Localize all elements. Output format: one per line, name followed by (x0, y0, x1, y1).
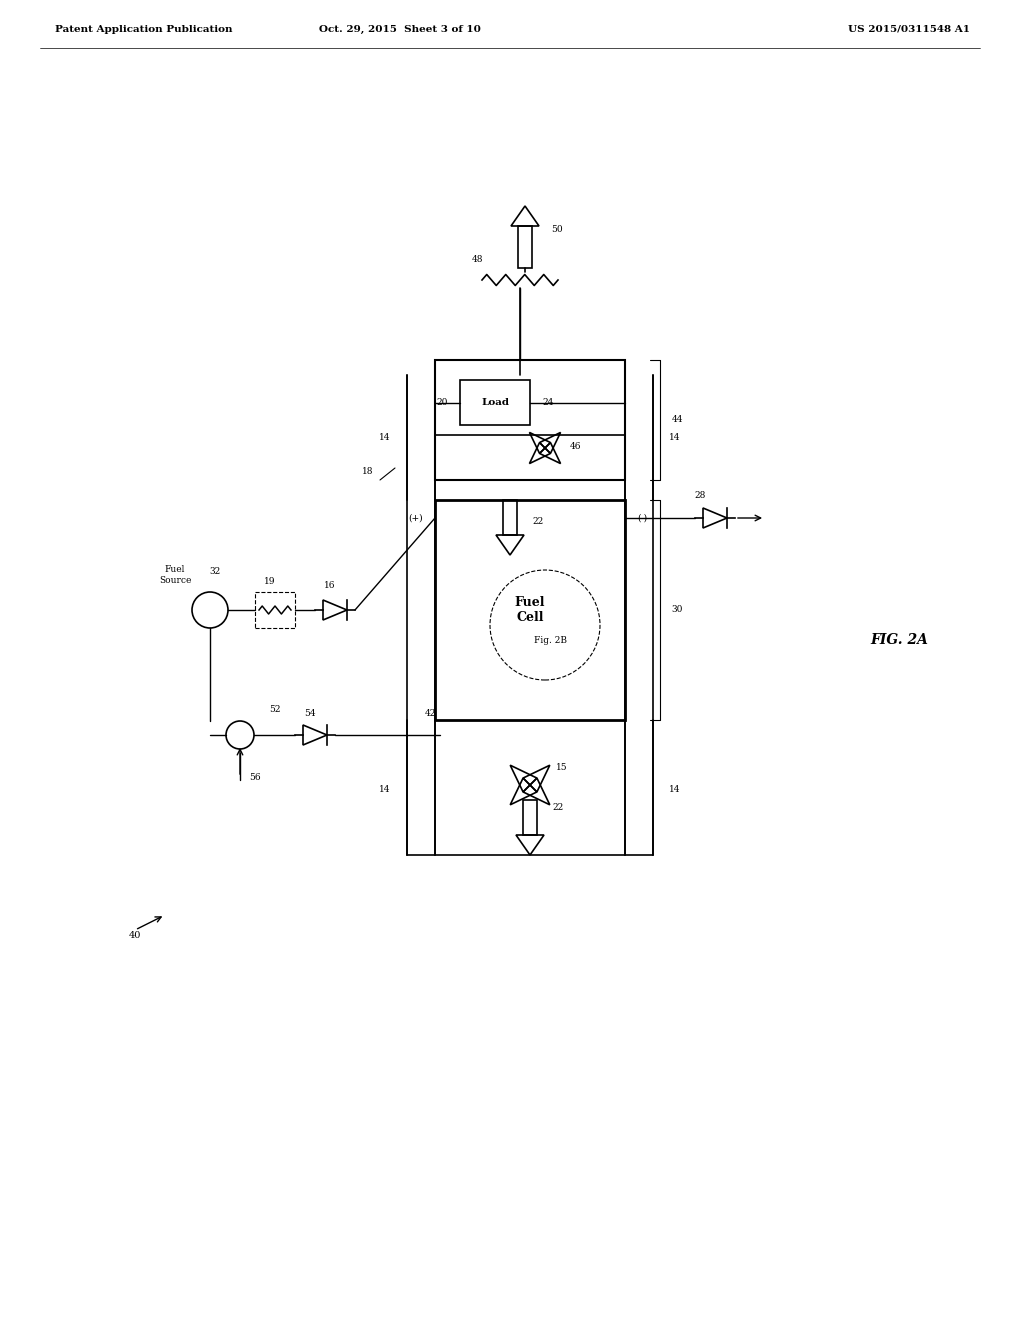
Text: 16: 16 (325, 581, 336, 590)
Text: 32: 32 (209, 568, 220, 577)
Text: Fuel
Cell: Fuel Cell (515, 597, 545, 624)
Text: 19: 19 (264, 578, 275, 586)
Text: 20: 20 (436, 399, 447, 407)
Bar (460, 380, 530, 425)
Text: 24: 24 (543, 399, 554, 407)
Text: Patent Application Publication: Patent Application Publication (55, 25, 232, 34)
Text: 14: 14 (670, 433, 681, 442)
Text: Oct. 29, 2015  Sheet 3 of 10: Oct. 29, 2015 Sheet 3 of 10 (319, 25, 481, 34)
Text: 22: 22 (532, 517, 544, 527)
Text: 54: 54 (304, 709, 315, 718)
Bar (503, 500, 517, 535)
Text: 30: 30 (672, 606, 683, 615)
Text: 14: 14 (379, 785, 391, 795)
Text: (+): (+) (409, 513, 423, 523)
Text: (-): (-) (637, 513, 647, 523)
Text: 50: 50 (551, 226, 563, 235)
Text: 14: 14 (379, 433, 391, 442)
Text: US 2015/0311548 A1: US 2015/0311548 A1 (848, 25, 970, 34)
Text: 15: 15 (556, 763, 568, 771)
Text: FIG. 2A: FIG. 2A (870, 634, 928, 647)
Text: 40: 40 (129, 931, 141, 940)
Text: Fuel
Source: Fuel Source (159, 565, 191, 585)
Text: 48: 48 (472, 256, 483, 264)
Bar (523, 800, 537, 836)
Text: 22: 22 (552, 803, 563, 812)
Text: 52: 52 (269, 705, 281, 714)
Bar (518, 226, 532, 268)
Text: 46: 46 (569, 441, 581, 450)
Text: 42: 42 (424, 709, 435, 718)
Bar (255, 591, 295, 628)
Text: Load: Load (481, 399, 509, 407)
Bar (435, 360, 625, 480)
Text: 28: 28 (694, 491, 706, 500)
Text: Fig. 2B: Fig. 2B (534, 635, 566, 644)
Text: 44: 44 (672, 416, 683, 425)
Bar (435, 500, 625, 719)
Text: 56: 56 (249, 772, 261, 781)
Text: 18: 18 (362, 467, 374, 477)
Text: 14: 14 (670, 785, 681, 795)
